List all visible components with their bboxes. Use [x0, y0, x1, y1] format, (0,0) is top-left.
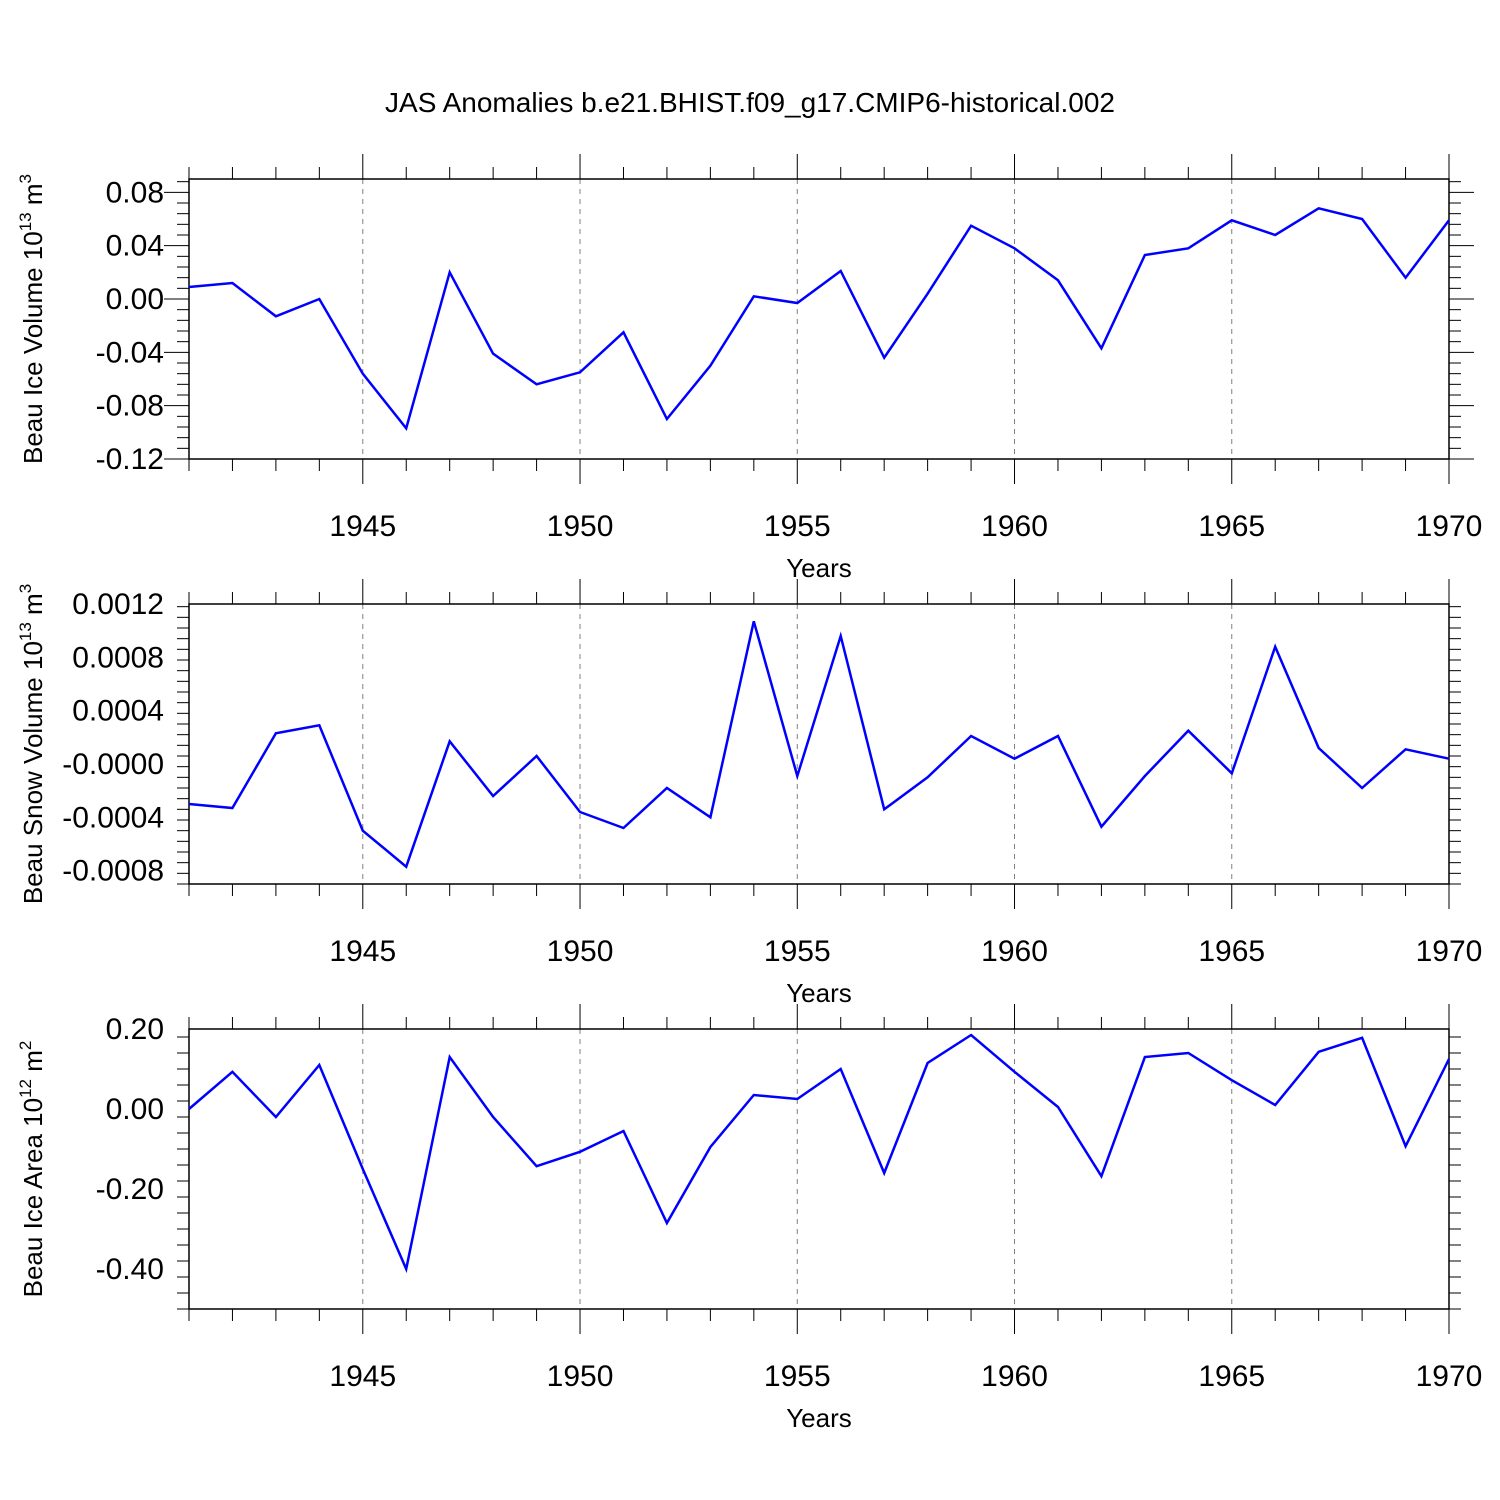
y-tick-label: -0.04 [96, 336, 164, 369]
x-axis-label: Years [786, 553, 852, 583]
x-tick-label: 1950 [547, 935, 614, 968]
y-axis-label-unit: m [18, 593, 48, 622]
y-axis-label: Beau Ice Volume 1013 m3 [16, 174, 48, 464]
plot-frame [188, 178, 1450, 460]
x-tick-label: 1970 [1416, 1360, 1483, 1393]
x-tick-label: 1970 [1416, 935, 1483, 968]
y-axis-label-unit-exponent: 3 [16, 174, 35, 183]
y-tick-label: 0.0008 [72, 641, 164, 674]
y-axis-label-text: Beau Snow Volume 10 [18, 641, 48, 904]
chart-title: JAS Anomalies b.e21.BHIST.f09_g17.CMIP6-… [385, 87, 1115, 118]
x-tick-label: 1965 [1198, 1360, 1265, 1393]
x-tick-label: 1945 [329, 1360, 396, 1393]
y-axis-label: Beau Snow Volume 1013 m3 [16, 584, 48, 904]
x-axis-label: Years [786, 978, 852, 1008]
x-tick-label: 1955 [764, 510, 831, 543]
y-tick-label: 0.20 [106, 1013, 164, 1046]
series-line [188, 620, 1450, 869]
y-tick-label: -0.0008 [62, 855, 164, 888]
y-axis-label-exponent: 13 [16, 622, 35, 641]
series-line [188, 206, 1450, 431]
y-tick-label: -0.20 [96, 1173, 164, 1206]
y-axis-label-unit: m [18, 1050, 48, 1079]
y-tick-label: -0.0000 [62, 748, 164, 781]
x-tick-label: 1960 [981, 935, 1048, 968]
x-tick-label: 1950 [547, 1360, 614, 1393]
x-tick-label: 1955 [764, 935, 831, 968]
x-axis-label: Years [786, 1403, 852, 1433]
y-axis-label: Beau Ice Area 1012 m2 [16, 1041, 48, 1298]
y-tick-label: 0.0012 [72, 588, 164, 621]
y-axis-label-text: Beau Ice Area 10 [18, 1098, 48, 1297]
plot-frame [188, 603, 1450, 885]
x-tick-label: 1965 [1198, 510, 1265, 543]
y-tick-label: -0.12 [96, 443, 164, 476]
panel-3: -0.40 -0.20 0.00 0.20 1945 1950 1955 1960 1965 19… [16, 1004, 1482, 1433]
y-tick-label: 0.00 [106, 1093, 164, 1126]
x-tick-label: 1955 [764, 1360, 831, 1393]
panel-2: -0.0008 -0.0004 -0.0000 0.0004 0.0008 0.0012 1… [16, 579, 1482, 1008]
series-line [188, 1033, 1451, 1274]
y-tick-label: 0.04 [106, 230, 164, 263]
y-axis-label-text: Beau Ice Volume 10 [18, 231, 48, 464]
x-tick-label: 1945 [329, 935, 396, 968]
y-tick-label: 0.0004 [72, 695, 164, 728]
x-tick-label: 1960 [981, 1360, 1048, 1393]
y-axis-label-unit-exponent: 2 [16, 1041, 35, 1050]
y-tick-label: -0.08 [96, 390, 164, 423]
y-axis-label-exponent: 12 [16, 1079, 35, 1098]
panel-1: -0.12 -0.08 -0.04 0.00 0.04 0.08 1945 1950 1955 1… [16, 154, 1482, 583]
x-tick-label: 1970 [1416, 510, 1483, 543]
y-axis-label-exponent: 13 [16, 212, 35, 231]
x-tick-label: 1950 [547, 510, 614, 543]
y-tick-label: 0.00 [106, 283, 164, 316]
y-tick-label: -0.40 [96, 1253, 164, 1286]
y-axis-label-unit-exponent: 3 [16, 584, 35, 593]
plot-frame [188, 1028, 1450, 1310]
x-tick-label: 1960 [981, 510, 1048, 543]
y-axis-label-unit: m [18, 183, 48, 212]
y-tick-label: 0.08 [106, 176, 164, 209]
x-tick-label: 1945 [329, 510, 396, 543]
x-tick-label: 1965 [1198, 935, 1265, 968]
y-tick-label: -0.0004 [62, 801, 164, 834]
